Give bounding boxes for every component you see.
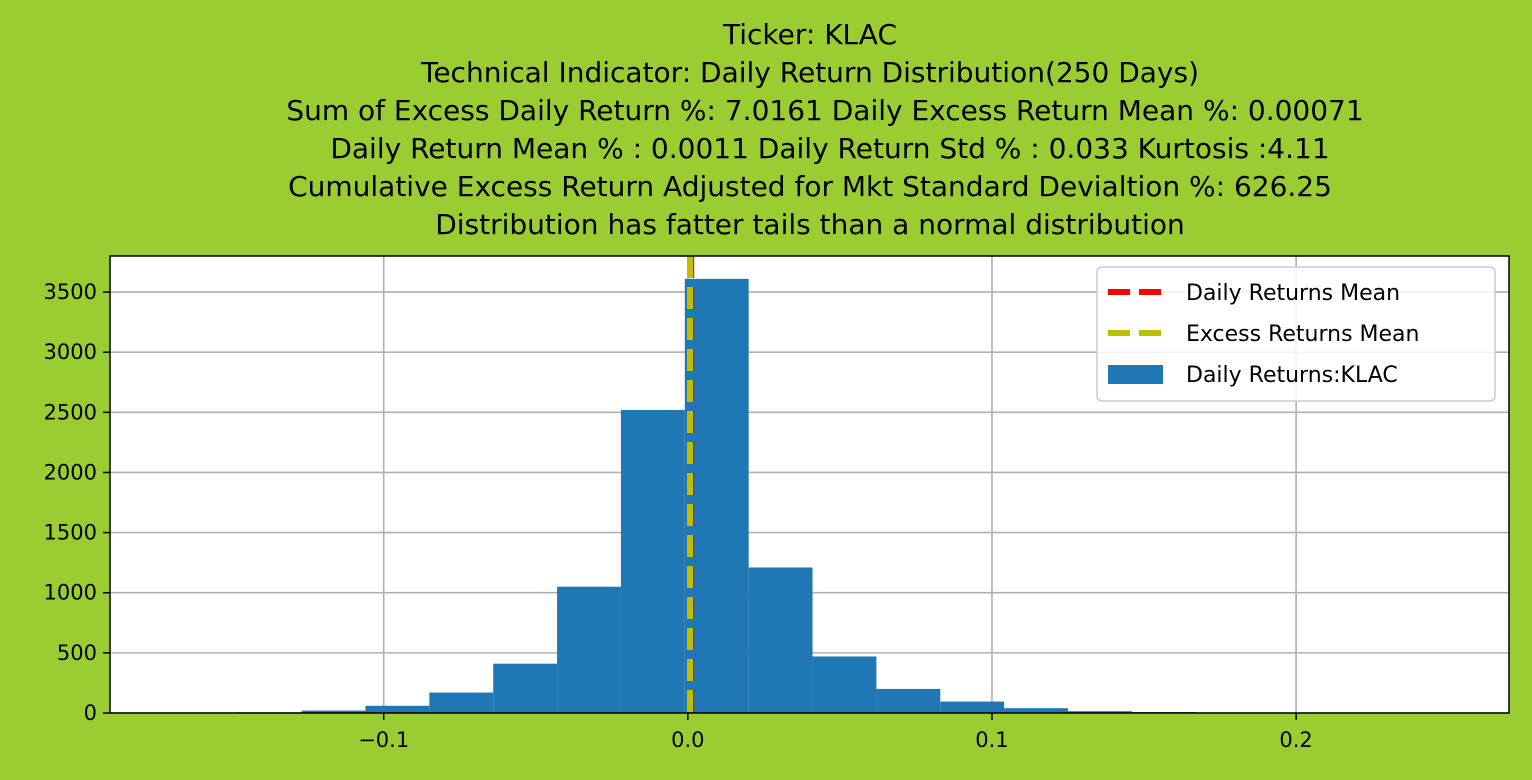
histogram-bars	[237, 278, 1196, 713]
x-tick-label: 0.1	[975, 728, 1008, 752]
legend-label: Excess Returns Mean	[1186, 322, 1419, 347]
histogram-bar	[684, 278, 749, 713]
y-tick-label: 1500	[44, 521, 97, 545]
legend-label: Daily Returns Mean	[1186, 281, 1400, 306]
histogram-bar	[493, 663, 558, 713]
title-line: Technical Indicator: Daily Return Distri…	[420, 56, 1199, 89]
histogram-bar	[876, 688, 941, 713]
y-axis: 0 500 1000 1500 2000 2500 3000 3500	[44, 280, 110, 725]
x-axis: −0.1 0.0 0.1 0.2	[358, 713, 1313, 752]
title-line: Daily Return Mean % : 0.0011 Daily Retur…	[330, 132, 1329, 165]
chart-title: Ticker: KLAC Technical Indicator: Daily R…	[286, 18, 1363, 241]
title-line: Distribution has fatter tails than a nor…	[435, 208, 1185, 241]
title-line: Ticker: KLAC	[722, 18, 897, 51]
y-tick-label: 2000	[44, 460, 97, 484]
x-tick-label: −0.1	[358, 728, 409, 752]
y-tick-label: 3500	[44, 280, 97, 304]
histogram-bar	[365, 705, 430, 713]
x-tick-label: 0.2	[1279, 728, 1312, 752]
plot-frame	[109, 255, 1510, 714]
histogram-bar	[620, 409, 685, 713]
histogram-bar	[429, 692, 494, 713]
histogram-bar	[557, 586, 621, 713]
y-tick-label: 2500	[44, 400, 97, 424]
legend: Daily Returns Mean Excess Returns Mean Dai…	[1096, 266, 1496, 402]
legend-box	[1096, 266, 1496, 402]
histogram-bar	[940, 701, 1005, 713]
histogram-bar	[1004, 708, 1069, 713]
legend-label: Daily Returns:KLAC	[1186, 363, 1398, 388]
title-line: Sum of Excess Daily Return %: 7.0161 Dai…	[286, 94, 1363, 127]
title-line: Cumulative Excess Return Adjusted for Mk…	[288, 170, 1332, 203]
y-tick-label: 0	[84, 701, 97, 725]
reference-lines	[687, 256, 695, 713]
y-tick-label: 1000	[44, 581, 97, 605]
y-tick-label: 500	[57, 641, 97, 665]
histogram-bar	[748, 567, 813, 713]
histogram-bar	[1068, 711, 1132, 713]
x-tick-label: 0.0	[671, 728, 704, 752]
histogram-bar	[301, 710, 366, 713]
legend-patch-swatch	[1108, 365, 1163, 384]
histogram-bar	[812, 656, 877, 713]
y-tick-label: 3000	[44, 340, 97, 364]
